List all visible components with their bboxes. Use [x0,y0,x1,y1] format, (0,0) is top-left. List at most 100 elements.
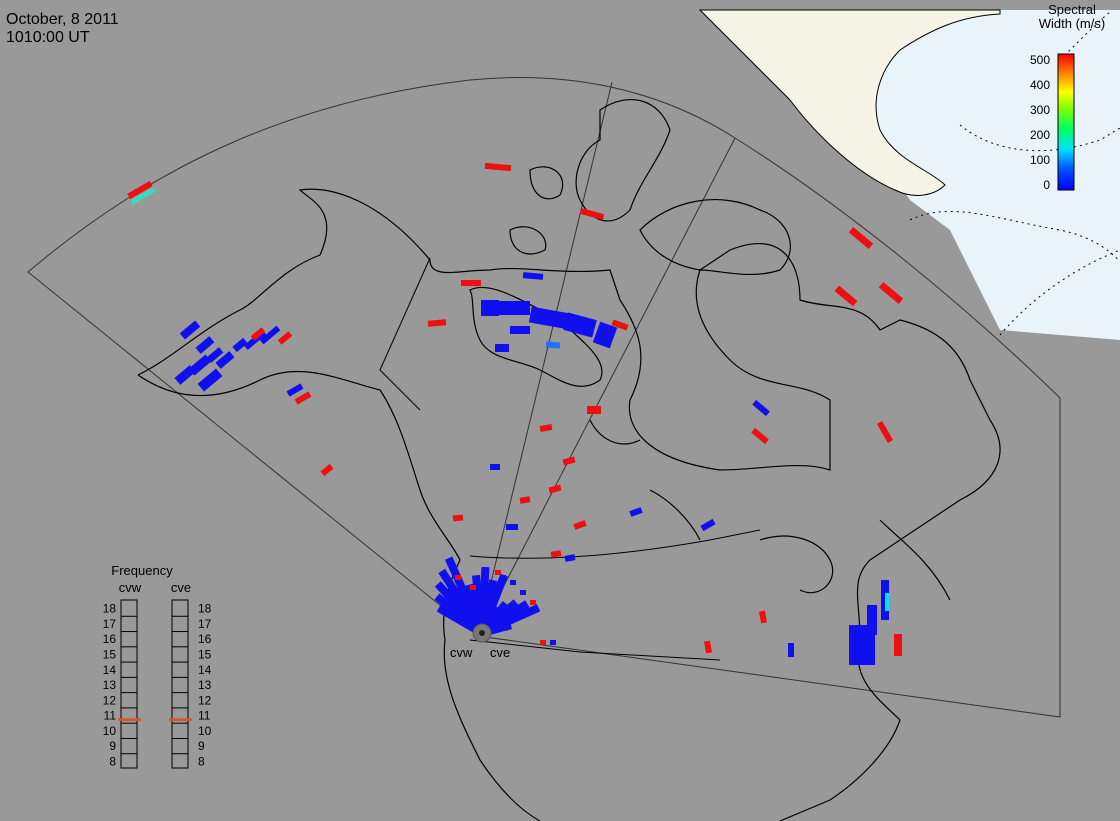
backscatter-cell [530,600,536,605]
frequency-column-cvw [120,599,138,769]
backscatter-cell [550,640,556,645]
backscatter-cell [490,464,500,470]
frequency-radar-cvw: cvw [119,580,142,595]
colorbar-tick-label: 500 [1030,53,1050,67]
frequency-scale-label-right: 13 [198,678,212,692]
frequency-scale-label-left: 18 [103,602,117,616]
backscatter-cell [519,496,531,504]
date-label: October, 8 2011 [6,11,119,28]
backscatter-cell [277,331,293,345]
frequency-scale-label-right: 8 [198,754,205,768]
backscatter-cell [700,518,716,532]
frequency-scale-label-right: 11 [198,709,211,723]
spectral-width-colorbar: Spectral Width (m/s) 500 400 300 200 100 0 [1030,2,1105,192]
colorbar-ticks: 500 400 300 200 100 0 [1030,53,1050,192]
backscatter-cell [294,391,312,405]
backscatter-cell [250,327,266,341]
backscatter-cell [876,420,894,444]
backscatter-cell [320,463,334,477]
backscatter-cell [188,354,212,376]
frequency-scale-label-left: 16 [103,632,117,646]
colorbar-tick-label: 200 [1030,128,1050,142]
frequency-scale-label-left: 11 [104,709,117,723]
backscatter-cell [752,399,770,417]
backscatter-cell [522,272,544,280]
backscatter-cell [834,285,858,307]
colorbar-title-line1: Spectral [1048,2,1096,17]
backscatter-cell [470,585,476,590]
backscatter-cell [545,341,561,349]
frequency-scale-label-left: 12 [103,693,117,707]
frequency-scale-label-right: 14 [198,663,212,677]
backscatter-cell [130,187,156,205]
colorbar-tick-label: 400 [1030,78,1050,92]
backscatter-cell [751,427,769,445]
backscatter-cell [506,524,518,530]
backscatter-cell [885,593,889,611]
backscatter-cell [563,312,597,338]
radar-label-cvw: cvw [450,645,473,660]
political-borders [379,257,761,661]
frequency-scale-label-right: 17 [198,617,212,631]
backscatter-cell [564,554,576,562]
backscatter-cell [206,347,224,363]
radar-label-cve: cve [490,645,510,660]
backscatter-cell [539,424,553,432]
backscatter-cell [232,337,248,353]
backscatter-cell [849,625,875,665]
backscatter-cell [179,320,201,340]
backscatter-cell [427,319,447,327]
backscatter-cell [878,281,904,305]
frequency-scale-label-left: 8 [109,754,116,768]
backscatter-cell [197,368,223,392]
colorbar-tick-label: 100 [1030,153,1050,167]
backscatter-cell [848,226,874,250]
frequency-scale-label-left: 13 [103,678,117,692]
backscatter-cell [592,321,618,349]
coastlines [137,99,1001,821]
backscatter-cell [704,640,712,654]
backscatter-cell [259,325,281,345]
backscatter-cell [894,634,902,656]
frequency-scale-label-right: 15 [198,648,212,662]
frequency-scale-label-left: 15 [103,648,117,662]
backscatter-cells [127,162,904,665]
frequency-title: Frequency [111,563,173,578]
backscatter-cell [528,306,572,330]
backscatter-cell [573,520,587,530]
radar-site-dot [479,630,485,636]
colorbar-title-line2: Width (m/s) [1039,16,1105,31]
backscatter-cell [629,507,643,517]
backscatter-cell [174,365,196,385]
radar-fov-boundaries [27,76,1061,718]
frequency-scale-label-right: 16 [198,632,212,646]
backscatter-cell [495,570,501,575]
backscatter-cell [867,605,877,635]
frequency-radar-cve: cve [171,580,191,595]
backscatter-cell [455,575,461,580]
frequency-scale-label-left: 9 [109,739,116,753]
backscatter-cell [215,351,235,369]
backscatter-cell [788,643,794,657]
frequency-column-cve [171,599,189,769]
backscatter-cell [286,383,304,397]
frequency-scale-label-right: 12 [198,693,212,707]
backscatter-cell [195,336,215,354]
time-label: 1010:00 UT [6,29,90,46]
backscatter-cell [520,590,526,595]
backscatter-cell [127,180,153,200]
frequency-scale-label-left: 14 [103,663,117,677]
backscatter-cell [500,575,506,580]
colorbar-tick-label: 0 [1043,178,1050,192]
backscatter-cell [484,162,512,172]
backscatter-cell [550,550,562,558]
colorbar-tick-label: 300 [1030,103,1050,117]
backscatter-cell [452,514,464,522]
backscatter-cell [461,280,481,286]
greenland-sunlit-land [698,9,1001,196]
backscatter-cell [562,456,576,466]
backscatter-cell [510,326,530,334]
colorbar-gradient [1057,53,1075,191]
